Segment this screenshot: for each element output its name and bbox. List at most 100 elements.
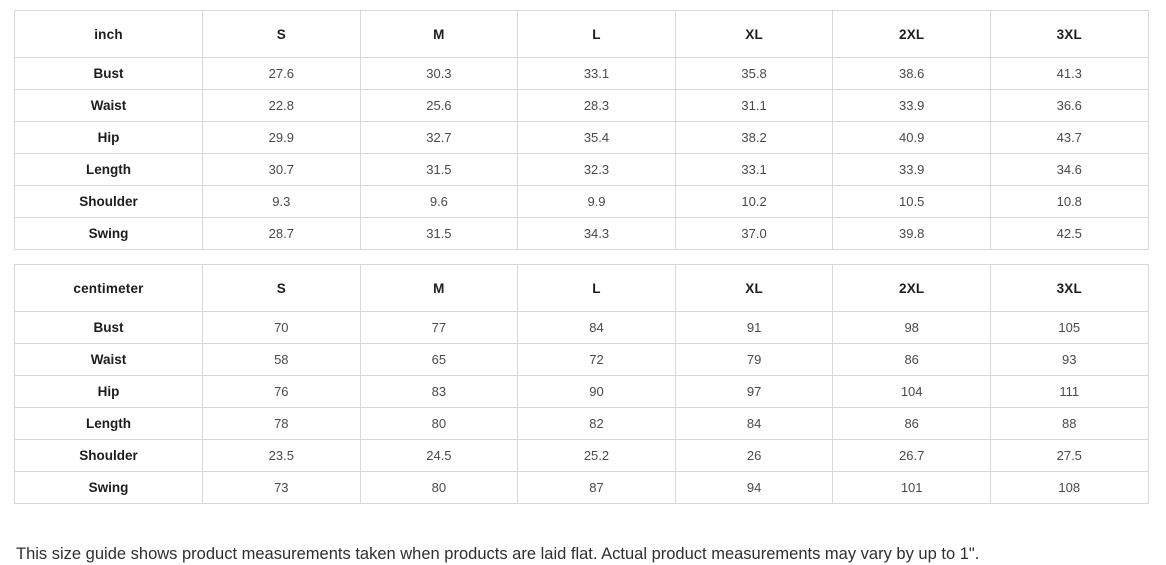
cell-waist-2xl: 33.9 <box>832 89 991 122</box>
row-label-hip: Hip <box>14 121 203 154</box>
row-label-bust: Bust <box>14 57 203 90</box>
size-header-3xl: 3XL <box>989 264 1149 312</box>
cell-waist-3xl: 93 <box>989 343 1149 376</box>
table-body-inch: Bust 27.6 30.3 33.1 35.8 38.6 41.3 Waist… <box>14 57 1149 250</box>
cell-bust-s: 27.6 <box>202 57 361 90</box>
cell-length-3xl: 34.6 <box>989 153 1149 186</box>
cell-swing-l: 34.3 <box>517 217 676 250</box>
cell-waist-s: 22.8 <box>202 89 361 122</box>
cell-waist-l: 72 <box>517 343 676 376</box>
cell-bust-xl: 35.8 <box>674 57 834 90</box>
cell-shoulder-2xl: 26.7 <box>832 439 991 472</box>
cell-shoulder-m: 9.6 <box>359 185 519 218</box>
size-header-l: L <box>517 264 676 312</box>
cell-hip-m: 83 <box>359 375 519 408</box>
cell-length-l: 82 <box>517 407 676 440</box>
cell-shoulder-s: 23.5 <box>202 439 361 472</box>
cell-waist-s: 58 <box>202 343 361 376</box>
cell-waist-2xl: 86 <box>832 343 991 376</box>
cell-bust-m: 30.3 <box>359 57 519 90</box>
cell-length-m: 31.5 <box>359 153 519 186</box>
cell-length-xl: 84 <box>674 407 834 440</box>
cell-waist-3xl: 36.6 <box>989 89 1149 122</box>
cell-swing-2xl: 39.8 <box>832 217 991 250</box>
row-label-shoulder: Shoulder <box>14 185 203 218</box>
header-row: inch S M L XL 2XL 3XL <box>14 10 1149 58</box>
size-chart-inch: inch S M L XL 2XL 3XL Bust 27.6 30.3 33.… <box>14 10 1149 250</box>
cell-bust-3xl: 105 <box>989 311 1149 344</box>
size-header-s: S <box>202 264 361 312</box>
cell-length-2xl: 86 <box>832 407 991 440</box>
cell-hip-xl: 97 <box>674 375 834 408</box>
cell-swing-2xl: 101 <box>832 471 991 504</box>
size-header-m: M <box>359 264 519 312</box>
cell-hip-2xl: 40.9 <box>832 121 991 154</box>
cell-shoulder-m: 24.5 <box>359 439 519 472</box>
row-label-length: Length <box>14 153 203 186</box>
cell-hip-3xl: 43.7 <box>989 121 1149 154</box>
size-header-l: L <box>517 10 676 58</box>
row-label-shoulder: Shoulder <box>14 439 203 472</box>
row-label-waist: Waist <box>14 343 203 376</box>
cell-hip-m: 32.7 <box>359 121 519 154</box>
table-header-centimeter: centimeter S M L XL 2XL 3XL <box>14 264 1149 312</box>
cell-bust-s: 70 <box>202 311 361 344</box>
cell-length-xl: 33.1 <box>674 153 834 186</box>
cell-hip-s: 29.9 <box>202 121 361 154</box>
cell-bust-2xl: 38.6 <box>832 57 991 90</box>
size-header-xl: XL <box>674 264 834 312</box>
cell-swing-m: 31.5 <box>359 217 519 250</box>
header-row: centimeter S M L XL 2XL 3XL <box>14 264 1149 312</box>
cell-waist-m: 25.6 <box>359 89 519 122</box>
cell-shoulder-l: 9.9 <box>517 185 676 218</box>
cell-length-2xl: 33.9 <box>832 153 991 186</box>
cell-bust-3xl: 41.3 <box>989 57 1149 90</box>
table-row: Waist 58 65 72 79 86 93 <box>14 343 1149 376</box>
cell-hip-xl: 38.2 <box>674 121 834 154</box>
size-header-s: S <box>202 10 361 58</box>
cell-length-m: 80 <box>359 407 519 440</box>
unit-header-centimeter: centimeter <box>14 264 203 312</box>
size-header-2xl: 2XL <box>832 264 991 312</box>
size-guide-footnote: This size guide shows product measuremen… <box>16 544 980 563</box>
cell-swing-l: 87 <box>517 471 676 504</box>
cell-length-s: 78 <box>202 407 361 440</box>
cell-bust-xl: 91 <box>674 311 834 344</box>
table-row: Length 78 80 82 84 86 88 <box>14 407 1149 440</box>
row-label-bust: Bust <box>14 311 203 344</box>
cell-waist-l: 28.3 <box>517 89 676 122</box>
cell-shoulder-s: 9.3 <box>202 185 361 218</box>
table-row: Bust 70 77 84 91 98 105 <box>14 311 1149 344</box>
row-label-swing: Swing <box>14 471 203 504</box>
cell-swing-xl: 37.0 <box>674 217 834 250</box>
table-header-inch: inch S M L XL 2XL 3XL <box>14 10 1149 58</box>
table-row: Hip 76 83 90 97 104 111 <box>14 375 1149 408</box>
row-label-waist: Waist <box>14 89 203 122</box>
cell-swing-3xl: 108 <box>989 471 1149 504</box>
cell-length-s: 30.7 <box>202 153 361 186</box>
size-header-m: M <box>359 10 519 58</box>
unit-header-inch: inch <box>14 10 203 58</box>
size-chart-centimeter: centimeter S M L XL 2XL 3XL Bust 70 77 8… <box>14 264 1149 504</box>
cell-shoulder-xl: 10.2 <box>674 185 834 218</box>
cell-hip-2xl: 104 <box>832 375 991 408</box>
table-row: Hip 29.9 32.7 35.4 38.2 40.9 43.7 <box>14 121 1149 154</box>
table-row: Bust 27.6 30.3 33.1 35.8 38.6 41.3 <box>14 57 1149 90</box>
cell-shoulder-3xl: 10.8 <box>989 185 1149 218</box>
cell-length-l: 32.3 <box>517 153 676 186</box>
cell-length-3xl: 88 <box>989 407 1149 440</box>
cell-swing-xl: 94 <box>674 471 834 504</box>
row-label-hip: Hip <box>14 375 203 408</box>
cell-swing-m: 80 <box>359 471 519 504</box>
cell-shoulder-l: 25.2 <box>517 439 676 472</box>
table-row: Swing 73 80 87 94 101 108 <box>14 471 1149 504</box>
cell-shoulder-3xl: 27.5 <box>989 439 1149 472</box>
row-label-length: Length <box>14 407 203 440</box>
cell-hip-l: 35.4 <box>517 121 676 154</box>
cell-waist-xl: 79 <box>674 343 834 376</box>
table-row: Waist 22.8 25.6 28.3 31.1 33.9 36.6 <box>14 89 1149 122</box>
cell-hip-3xl: 111 <box>989 375 1149 408</box>
cell-shoulder-xl: 26 <box>674 439 834 472</box>
cell-hip-s: 76 <box>202 375 361 408</box>
